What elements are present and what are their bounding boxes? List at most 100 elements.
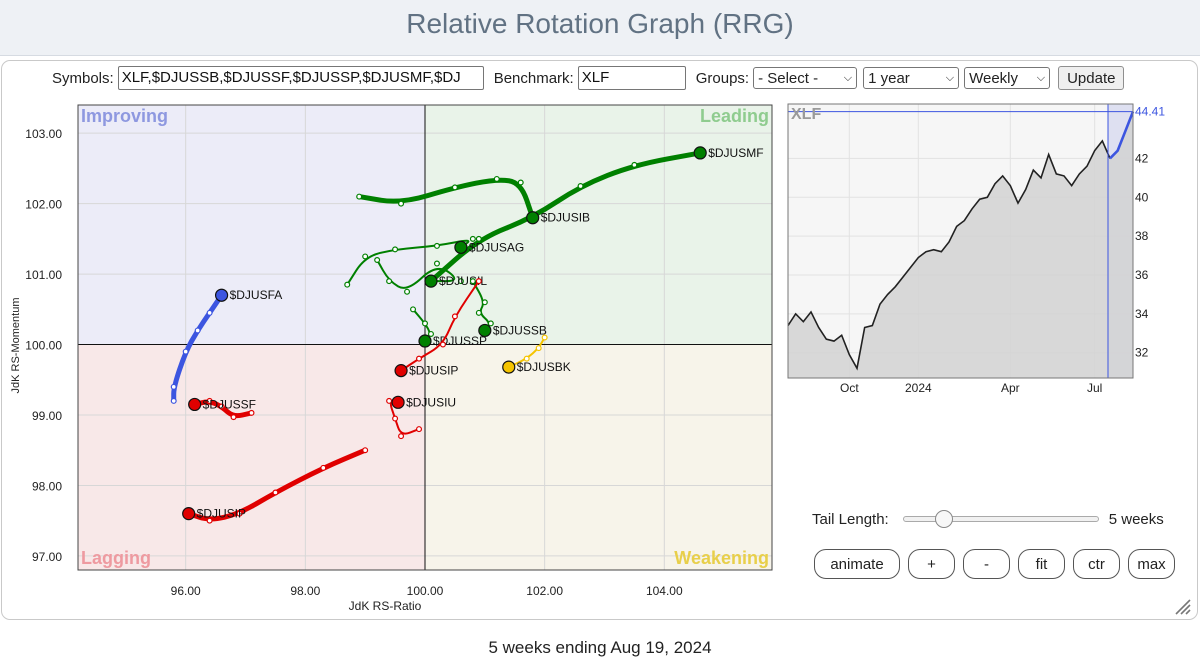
tail-point <box>320 464 327 471</box>
tail-point <box>272 489 279 496</box>
groups-label: Groups: <box>695 69 750 87</box>
slider-knob[interactable] <box>934 510 953 528</box>
tail-point <box>631 161 638 168</box>
last-value-label: 44.41 <box>1135 105 1165 119</box>
frequency-select[interactable]: Weekly ⌵ <box>964 67 1051 89</box>
zoom-out-button[interactable]: - <box>963 549 1010 579</box>
date-range-caption: 5 weeks ending Aug 19, 2024 <box>488 638 712 657</box>
series-djusfa: $DJUSFA <box>170 288 282 404</box>
head-point <box>424 274 438 288</box>
tail-length-label: Tail Length: <box>812 510 889 528</box>
series-label: $DJUSSP <box>433 334 487 348</box>
benchmark-input[interactable]: XLF <box>577 66 686 90</box>
tail-length-slider[interactable] <box>902 510 1099 528</box>
head-point <box>418 334 432 348</box>
price-plot-border <box>787 103 1134 379</box>
tail-point <box>194 327 201 334</box>
tail-point <box>230 414 237 421</box>
chevron-down-icon: ⌵ <box>843 71 853 84</box>
series-djusib: $DJUSIB <box>356 175 590 225</box>
groups-select[interactable]: - Select - ⌵ <box>753 67 858 89</box>
title-bar: Relative Rotation Graph (RRG) <box>0 0 1200 56</box>
series-label: $DJUSIP <box>409 364 458 378</box>
tail-point <box>481 299 488 306</box>
tail-point <box>392 415 399 422</box>
price-y-tick-label: 42 <box>1135 151 1149 165</box>
series-djusbk: $DJUSBK <box>502 334 571 374</box>
tail-point <box>248 409 255 416</box>
tail-point <box>236 510 243 517</box>
tail-point <box>356 193 363 200</box>
page-title: Relative Rotation Graph (RRG) <box>406 8 794 39</box>
controls-bar: Symbols: XLF,$DJUSSB,$DJUSSF,$DJUSSP,$DJ… <box>52 66 1125 90</box>
quadrant-lagging <box>78 344 425 570</box>
benchmark-label: Benchmark: <box>493 69 574 87</box>
tail-point <box>451 184 458 191</box>
tail-point <box>535 345 542 352</box>
x-tick-label: 98.00 <box>290 584 320 598</box>
tail-point <box>344 281 351 288</box>
quadrant-leading <box>425 105 772 345</box>
tail-point <box>386 278 393 285</box>
tail-point <box>469 278 476 285</box>
quadrant-label-lagging: Lagging <box>81 548 151 568</box>
symbols-label: Symbols: <box>52 69 114 87</box>
tail-point <box>523 355 530 362</box>
tail-point <box>398 200 405 207</box>
tail-point <box>362 447 369 454</box>
max-button[interactable]: max <box>1128 549 1175 579</box>
tail-line <box>356 177 536 221</box>
tail-point <box>475 309 482 316</box>
series-label: $DJUSSF <box>203 397 256 411</box>
tail-line <box>346 239 470 286</box>
tail-length-value: 5 weeks <box>1108 510 1164 528</box>
tail-point <box>475 235 482 242</box>
resize-handle-icon[interactable] <box>1172 596 1192 616</box>
fit-button[interactable]: fit <box>1018 549 1065 579</box>
symbols-input[interactable]: XLF,$DJUSSB,$DJUSSF,$DJUSSP,$DJUSMF,$DJ <box>117 66 484 90</box>
head-point <box>394 364 408 378</box>
x-tick-label: 104.00 <box>646 584 683 598</box>
tail-point <box>469 235 476 242</box>
y-tick-label: 99.00 <box>32 409 62 423</box>
y-tick-label: 102.00 <box>25 198 62 212</box>
tail-point <box>206 309 213 316</box>
zoom-in-button[interactable]: + <box>908 549 955 579</box>
series-label: $DJUSSB <box>493 323 547 337</box>
price-y-tick-label: 36 <box>1135 268 1149 282</box>
series-djusip: $DJUSIP <box>182 447 369 524</box>
head-point <box>693 146 707 160</box>
period-select[interactable]: 1 year ⌵ <box>863 67 960 89</box>
tail-point <box>487 320 494 327</box>
groups-select-value: - Select - <box>758 69 819 87</box>
frequency-select-value: Weekly <box>969 69 1018 87</box>
tail-point <box>392 246 399 253</box>
quadrant-label-weakening: Weakening <box>674 548 769 568</box>
animate-button[interactable]: animate <box>814 549 900 579</box>
tail-point <box>404 288 411 295</box>
tail-point <box>416 426 423 433</box>
y-tick-label: 97.00 <box>32 550 62 564</box>
head-point <box>214 288 229 302</box>
tail-point <box>427 330 434 337</box>
center-button[interactable]: ctr <box>1073 549 1120 579</box>
tail-point <box>170 397 177 404</box>
update-button[interactable]: Update <box>1058 66 1125 90</box>
period-select-value: 1 year <box>868 69 910 87</box>
tail-point <box>386 397 393 404</box>
series-label: $DJUSIP <box>197 507 246 521</box>
x-tick-label: 102.00 <box>526 584 563 598</box>
tail-point <box>475 278 482 285</box>
tail-point <box>362 253 369 260</box>
tail-point <box>206 397 213 404</box>
tail-line <box>428 150 703 284</box>
series-label: $DJUSAG <box>469 240 524 254</box>
price-line <box>787 139 1111 371</box>
tail-point <box>398 433 405 440</box>
tail-point <box>416 355 423 362</box>
plot-border <box>77 104 773 571</box>
rrg-chart[interactable]: Improving Leading Lagging Weakening 96.00 98.… <box>0 98 780 618</box>
price-y-tick-label: 40 <box>1135 190 1149 204</box>
x-tick-label: 100.00 <box>407 584 444 598</box>
quadrant-weakening <box>425 344 772 570</box>
